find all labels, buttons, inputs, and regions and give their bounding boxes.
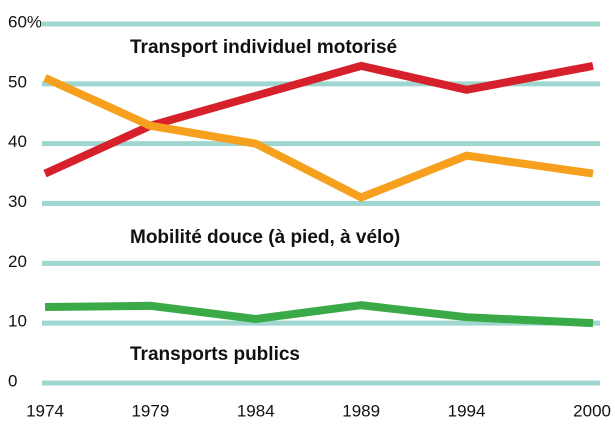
series-line [44,301,594,328]
x-tick-label: 2000 [573,401,611,420]
x-tick-label: 1984 [237,401,275,420]
series-label: Mobilité douce (à pied, à vélo) [130,227,400,248]
y-tick-label: 60% [8,12,42,31]
y-tick-label: 0 [8,371,17,390]
y-tick-label: 10 [8,312,27,331]
series-line [43,74,594,202]
x-tick-label: 1989 [342,401,380,420]
y-tick-label: 30 [8,192,27,211]
x-tick-label: 1974 [26,401,64,420]
y-tick-label: 40 [8,132,27,151]
x-tick-label: 1979 [131,401,169,420]
series-label: Transports publics [130,344,300,365]
series-label: Transport individuel motorisé [130,37,397,58]
y-tick-label: 20 [8,252,27,271]
y-tick-label: 50 [8,72,27,91]
x-tick-label: 1994 [448,401,486,420]
series-line [43,61,594,178]
